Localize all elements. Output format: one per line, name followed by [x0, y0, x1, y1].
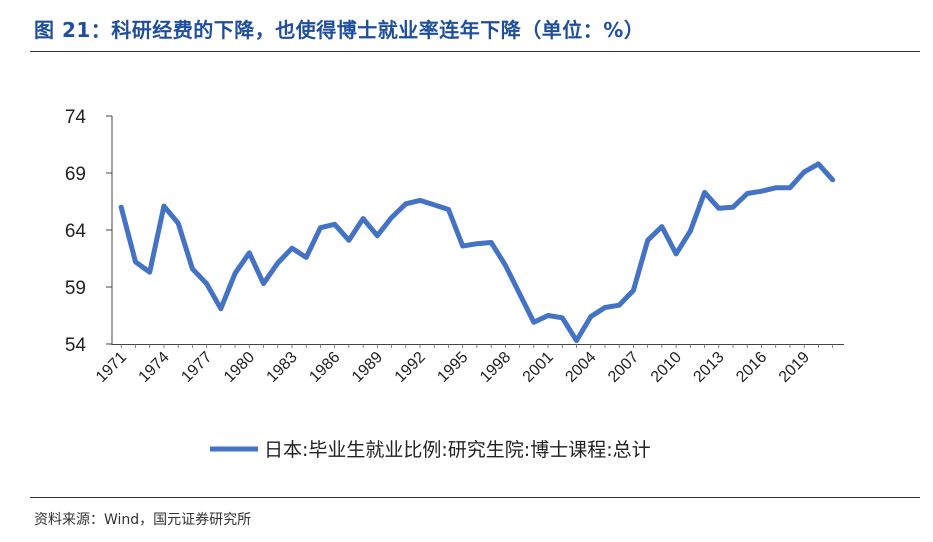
legend-label: 日本:毕业生就业比例:研究生院:博士课程:总计	[264, 439, 651, 461]
y-tick-label: 59	[65, 278, 86, 299]
x-tick-label: 1986	[306, 349, 343, 386]
footer-divider	[30, 497, 920, 498]
x-tick-label: 1998	[477, 349, 514, 386]
x-tick-label: 2007	[605, 349, 642, 386]
x-tick-label: 1974	[136, 349, 173, 386]
y-tick-label: 69	[65, 164, 86, 185]
y-tick-label: 74	[65, 107, 87, 128]
x-tick-label: 2001	[520, 349, 557, 386]
x-tick-label: 1995	[434, 349, 471, 386]
x-tick-label: 1989	[349, 349, 386, 386]
x-ticks: 1971 1974 1977 1980 1983 1986 1989 1992 1995 1998…	[93, 344, 834, 386]
x-tick-label: 2019	[776, 349, 813, 386]
figure-title: 图 21：科研经费的下降，也使得博士就业率连年下降（单位：%）	[34, 18, 645, 42]
x-tick-label: 1971	[93, 349, 130, 386]
x-tick-label: 2013	[690, 349, 727, 386]
x-tick-label: 1977	[178, 349, 215, 386]
source-note: 资料来源：Wind，国元证券研究所	[34, 512, 252, 528]
series-line	[118, 161, 836, 344]
title-divider	[30, 51, 920, 52]
x-tick-label: 2016	[733, 349, 770, 386]
x-tick-label: 1983	[264, 349, 301, 386]
x-tick-label: 2010	[648, 349, 685, 386]
x-tick-label: 2004	[562, 349, 599, 386]
x-tick-label: 1980	[221, 349, 258, 386]
y-ticks: 54 59 64 69 74	[65, 107, 112, 356]
y-tick-label: 64	[65, 221, 87, 242]
legend: 日本:毕业生就业比例:研究生院:博士课程:总计	[210, 439, 651, 461]
x-tick-label: 1992	[392, 349, 429, 386]
y-tick-label: 54	[65, 335, 87, 356]
